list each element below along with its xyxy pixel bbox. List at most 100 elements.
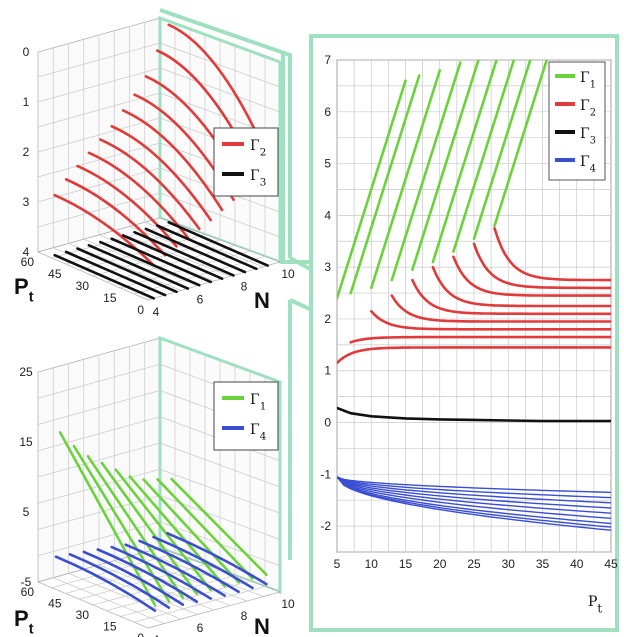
grid-line [159,42,281,88]
series-line-Γ3 [64,250,167,297]
n-tick-label: 10 [281,597,295,611]
legend-box [213,381,279,451]
series-line-Γ2 [87,151,190,239]
p-tick-label: 60 [21,585,35,599]
grid-line [37,390,161,425]
y-tick-label: 1 [324,364,331,378]
x-axis-label: Pt [588,594,602,615]
series-line-Γ2 [337,346,611,365]
grid-line [37,363,161,399]
series-line-Γ4 [337,476,611,519]
z-tick-label: 3 [23,195,30,209]
series-line-Γ3 [110,237,212,284]
n-axis-label: N [254,614,270,637]
grid-line [144,551,264,597]
grid-line [37,192,161,228]
grid-line [37,42,161,78]
p-tick-label: 45 [48,267,62,281]
series-line-Γ2 [452,255,611,297]
series-line-Γ4 [68,553,171,609]
panel-bottom-left: 25 15 5 -560 45 30 15 0 4 6 8 10 Pt N Γ1 Γ4 [14,335,295,637]
connector-line [281,54,310,264]
series-line-Γ4 [110,545,212,600]
series-line-Γ4 [337,476,611,531]
series-line-Γ1 [452,60,516,253]
series-line-Γ4 [337,476,611,514]
series-line-Γ3 [99,240,201,287]
series-line-Γ1 [142,478,240,584]
series-line-Γ1 [156,478,254,580]
grid-line [159,192,281,238]
x-tick-label: 25 [467,557,481,571]
series-line-Γ2 [53,193,155,267]
x-tick-label: 40 [570,557,584,571]
n-tick-label: 8 [241,280,248,294]
legend-label: Γ3 [250,168,266,189]
grid-line [37,521,161,557]
n-tick-label: 8 [241,609,248,623]
grid-line [159,67,281,113]
series-line-Γ4 [337,476,611,494]
grid-line [114,230,231,277]
series-line-Γ4 [337,476,611,499]
x-tick-label: 30 [502,557,516,571]
grid-line [106,575,236,612]
series-line-Γ1 [114,468,212,592]
series-line-Γ2 [370,309,611,331]
series-line-Γ1 [370,69,442,290]
p-tick-label: 30 [76,608,90,622]
p-tick-label: 0 [137,303,144,317]
series-line-Γ2 [110,124,212,222]
y-tick-label: 0 [324,416,331,430]
grid-line [159,468,281,514]
series-line-Γ4 [166,532,268,586]
series-line-Γ1 [170,477,268,576]
y-tick-label: 3 [324,260,331,274]
series-line-Γ1 [128,475,226,588]
connector-line [289,298,313,312]
z-tick-label: 0 [23,45,30,59]
zoom-connector [159,8,313,560]
series-line-Γ1 [349,74,421,295]
series-line-Γ4 [96,548,199,603]
series-line-Γ2 [431,265,611,308]
y-tick-label: -2 [320,519,331,533]
grid-line [37,67,161,103]
legend-label: Γ4 [580,154,596,174]
x-tick-label: 20 [433,557,447,571]
legend-label: Γ3 [580,126,596,146]
series-line-Γ4 [152,535,254,590]
series-line-Γ3 [167,221,269,267]
grid-line [159,442,281,488]
x-tick-label: 45 [604,557,618,571]
series-line-Γ4 [54,555,157,612]
series-line-Γ1 [493,60,549,227]
grid-line [37,92,161,128]
series-line-Γ2 [349,335,611,344]
legend-label: Γ2 [580,98,596,118]
y-tick-label: 4 [324,208,331,222]
series-line-Γ3 [337,406,611,423]
legend-label: Γ1 [250,392,266,413]
n-tick-label: 4 [153,305,160,319]
grid-line [37,117,161,153]
grid-line [134,586,266,623]
series-line-Γ4 [337,476,611,528]
p-tick-label: 15 [103,291,117,305]
series-line-Γ1 [472,60,532,240]
x-tick-label: 5 [334,557,341,571]
series-line-Γ2 [121,109,224,212]
p-tick-label: 45 [48,597,62,611]
y-tick-label: -1 [320,467,331,481]
x-tick-label: 10 [365,557,379,571]
y-tick-label: 5 [324,157,331,171]
x-tick-label: 15 [399,557,413,571]
z-tick-label: 5 [23,505,30,519]
series-line-Γ2 [411,278,611,316]
series-line-Γ3 [87,244,190,290]
series-line-Γ4 [337,476,611,525]
connector-line [159,8,292,258]
